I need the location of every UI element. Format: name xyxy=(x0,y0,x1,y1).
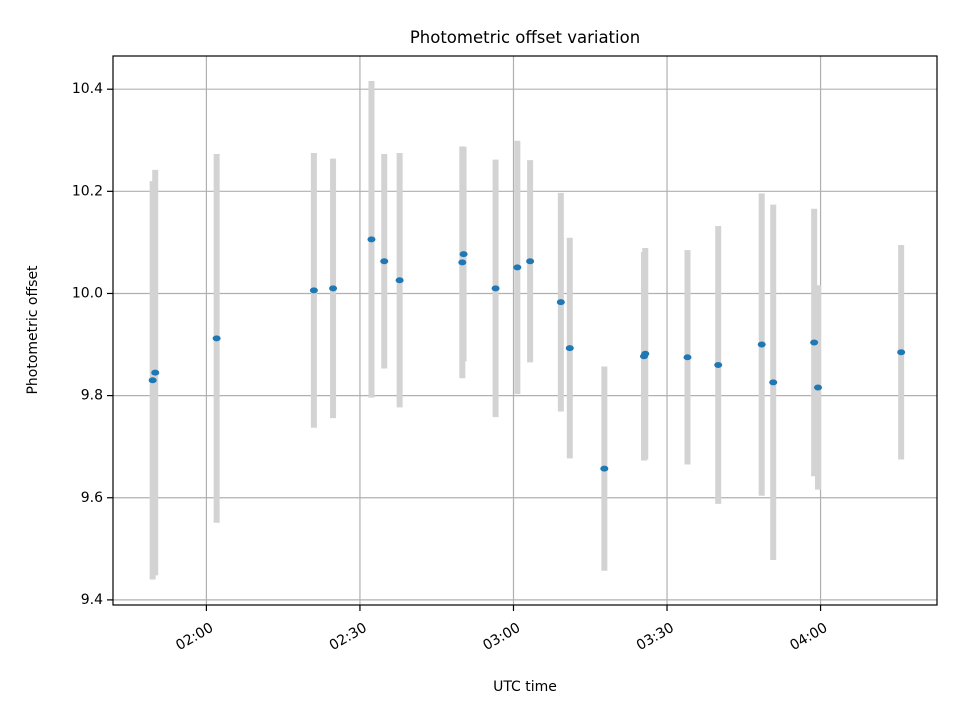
data-point xyxy=(151,369,160,376)
data-point xyxy=(814,384,823,391)
data-point xyxy=(600,465,609,472)
plot-area xyxy=(113,56,937,605)
y-axis-label: Photometric offset xyxy=(25,265,41,395)
data-point xyxy=(148,377,157,384)
data-point xyxy=(367,236,376,243)
x-axis-label: UTC time xyxy=(493,679,557,695)
data-point xyxy=(683,354,692,361)
data-point xyxy=(526,258,535,265)
y-axis: 9.4 9.6 9.8 10.0 10.2 10.4 xyxy=(72,81,113,608)
data-point xyxy=(769,379,778,386)
y-tick-label: 9.8 xyxy=(81,388,103,404)
data-point xyxy=(329,285,338,292)
data-point xyxy=(565,345,574,352)
y-tick-label: 9.6 xyxy=(81,490,103,506)
data-point xyxy=(641,350,650,357)
data-point xyxy=(897,349,906,356)
grid xyxy=(113,56,937,605)
data-point xyxy=(513,264,522,271)
y-tick-label: 9.4 xyxy=(81,592,103,608)
plot-frame xyxy=(112,55,938,606)
data-point xyxy=(309,287,318,294)
data-point xyxy=(212,335,221,342)
data-point xyxy=(380,258,389,265)
data-point xyxy=(491,285,500,292)
data-points xyxy=(148,236,906,472)
y-tick-label: 10.4 xyxy=(72,81,103,97)
data-point xyxy=(757,341,766,348)
data-point xyxy=(810,339,819,346)
y-tick-label: 10.2 xyxy=(72,183,103,199)
data-point xyxy=(556,299,565,306)
data-point xyxy=(458,259,467,266)
chart-title: Photometric offset variation xyxy=(410,28,640,47)
data-point xyxy=(714,361,723,368)
data-point xyxy=(395,277,404,284)
y-tick-label: 10.0 xyxy=(72,285,103,301)
data-point xyxy=(459,251,468,258)
